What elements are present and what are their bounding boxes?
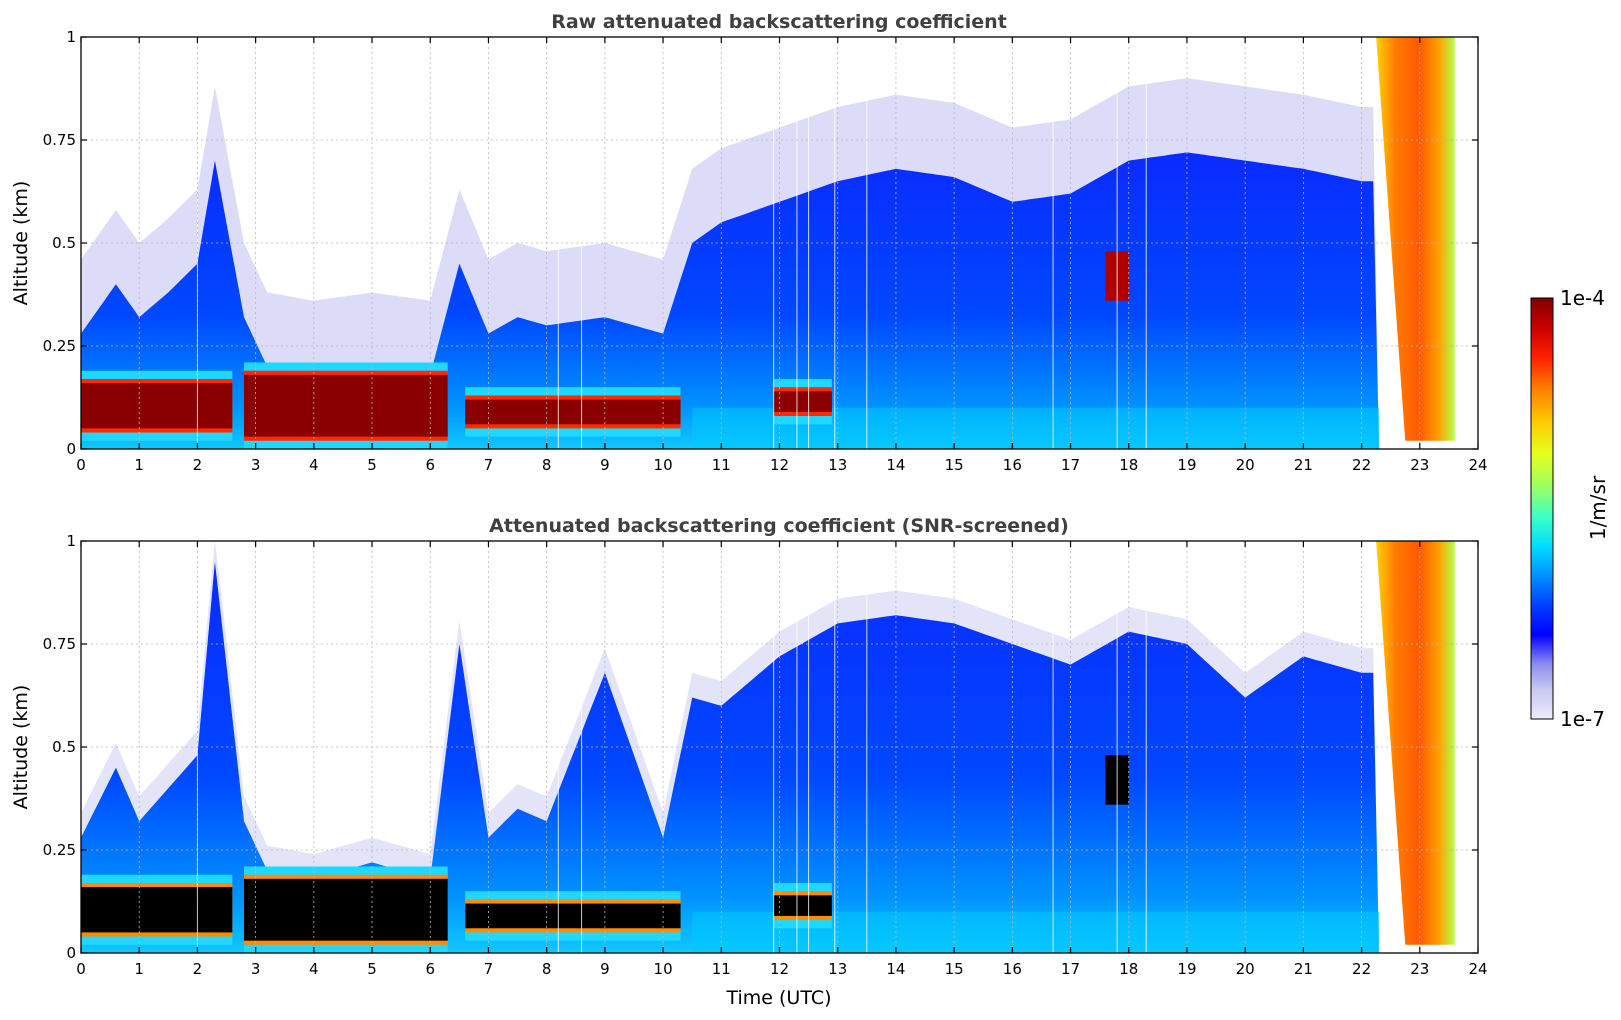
x-tick-label-1: 1 (134, 456, 144, 474)
x-ticks-screened: 0 1 2 3 4 5 6 7 8 9 10 11 12 13 14 15 16 17 18 19 20 21 22 23 24 (76, 541, 1488, 978)
colorbar-scale (1530, 297, 1554, 720)
boundary-layer-region (81, 561, 1379, 953)
x-tick-label-10: 10 (654, 960, 673, 978)
aerosol-core-1 (243, 878, 448, 941)
y-axis-label-screened: Altitude (km) (10, 685, 32, 810)
panel-raw: Raw attenuated backscattering coefficien… (10, 11, 1488, 474)
x-tick-label-3: 3 (251, 456, 261, 474)
x-tick-label-14: 14 (886, 456, 905, 474)
x-tick-label-13: 13 (828, 960, 847, 978)
x-tick-label-18: 18 (1119, 456, 1138, 474)
x-tick-label-15: 15 (945, 456, 964, 474)
x-tick-label-23: 23 (1410, 456, 1429, 474)
colorbar-min-label: 1e-7 (1560, 707, 1605, 731)
x-tick-label-22: 22 (1352, 456, 1371, 474)
x-tick-label-10: 10 (654, 456, 673, 474)
x-tick-label-11: 11 (712, 456, 731, 474)
x-tick-label-23: 23 (1410, 960, 1429, 978)
x-axis-label: Time (UTC) (725, 987, 831, 1009)
y-axis-label-raw: Altitude (km) (10, 181, 32, 306)
fog-event (1376, 37, 1455, 441)
x-tick-label-9: 9 (600, 456, 610, 474)
y-tick-label-3: 0.75 (43, 635, 76, 653)
x-tick-label-11: 11 (712, 960, 731, 978)
grid-raw (81, 37, 1478, 449)
colorbar: 1e-4 1e-7 1/m/sr (1530, 286, 1610, 731)
x-tick-label-21: 21 (1294, 456, 1313, 474)
x-tick-label-4: 4 (309, 456, 319, 474)
x-tick-label-0: 0 (76, 960, 86, 978)
y-tick-label-2: 0.5 (52, 234, 76, 252)
panel-screened: Attenuated backscattering coefficient (S… (10, 515, 1488, 1009)
x-tick-label-9: 9 (600, 960, 610, 978)
aerosol-core-0 (81, 383, 233, 429)
x-tick-label-1: 1 (134, 960, 144, 978)
aerosol-core-0 (81, 887, 233, 933)
x-tick-label-5: 5 (367, 960, 377, 978)
x-tick-label-13: 13 (828, 456, 847, 474)
x-tick-label-16: 16 (1003, 456, 1022, 474)
y-ticks-screened: 0 0.25 0.5 0.75 1 (43, 532, 1478, 962)
x-tick-label-18: 18 (1119, 960, 1138, 978)
x-tick-label-6: 6 (425, 456, 435, 474)
y-tick-label-1: 0.25 (43, 841, 76, 859)
x-tick-label-6: 6 (425, 960, 435, 978)
aerosol-core-2 (465, 399, 681, 425)
grid-screened (81, 541, 1478, 953)
heatmap-raw (81, 37, 1455, 449)
x-tick-label-19: 19 (1177, 456, 1196, 474)
y-tick-label-1: 0.25 (43, 337, 76, 355)
x-tick-label-7: 7 (484, 960, 494, 978)
x-tick-label-24: 24 (1468, 456, 1487, 474)
x-tick-label-19: 19 (1177, 960, 1196, 978)
heatmap-screened (81, 541, 1455, 953)
x-tick-label-2: 2 (193, 456, 203, 474)
aerosol-core-2 (465, 903, 681, 929)
x-tick-label-3: 3 (251, 960, 261, 978)
y-tick-label-4: 1 (66, 532, 76, 550)
y-tick-label-0: 0 (66, 440, 76, 458)
y-tick-label-2: 0.5 (52, 738, 76, 756)
fog-event (1376, 541, 1455, 945)
x-tick-label-17: 17 (1061, 456, 1080, 474)
x-tick-label-4: 4 (309, 960, 319, 978)
colorbar-unit-label: 1/m/sr (1586, 475, 1610, 540)
x-tick-label-24: 24 (1468, 960, 1487, 978)
aerosol-core-1 (243, 374, 448, 437)
y-tick-label-4: 1 (66, 28, 76, 46)
x-tick-label-8: 8 (542, 456, 552, 474)
x-tick-label-20: 20 (1236, 456, 1255, 474)
x-tick-label-2: 2 (193, 960, 203, 978)
x-tick-label-17: 17 (1061, 960, 1080, 978)
aerosol-core-3 (773, 391, 832, 412)
x-tick-label-16: 16 (1003, 960, 1022, 978)
x-tick-label-7: 7 (484, 456, 494, 474)
x-tick-label-5: 5 (367, 456, 377, 474)
panel-title-raw: Raw attenuated backscattering coefficien… (551, 11, 1007, 33)
y-tick-label-0: 0 (66, 944, 76, 962)
x-tick-label-21: 21 (1294, 960, 1313, 978)
x-tick-label-8: 8 (542, 960, 552, 978)
y-ticks-raw: 0 0.25 0.5 0.75 1 (43, 28, 1478, 458)
panel-title-screened: Attenuated backscattering coefficient (S… (489, 515, 1069, 537)
x-tick-label-12: 12 (770, 456, 789, 474)
y-tick-label-3: 0.75 (43, 131, 76, 149)
x-tick-label-0: 0 (76, 456, 86, 474)
x-ticks-raw: 0 1 2 3 4 5 6 7 8 9 10 11 12 13 14 15 16 17 18 19 20 21 22 23 24 (76, 37, 1488, 474)
x-tick-label-22: 22 (1352, 960, 1371, 978)
x-tick-label-14: 14 (886, 960, 905, 978)
x-tick-label-12: 12 (770, 960, 789, 978)
aerosol-core-3 (773, 895, 832, 916)
colorbar-max-label: 1e-4 (1560, 286, 1605, 310)
x-tick-label-20: 20 (1236, 960, 1255, 978)
x-tick-label-15: 15 (945, 960, 964, 978)
